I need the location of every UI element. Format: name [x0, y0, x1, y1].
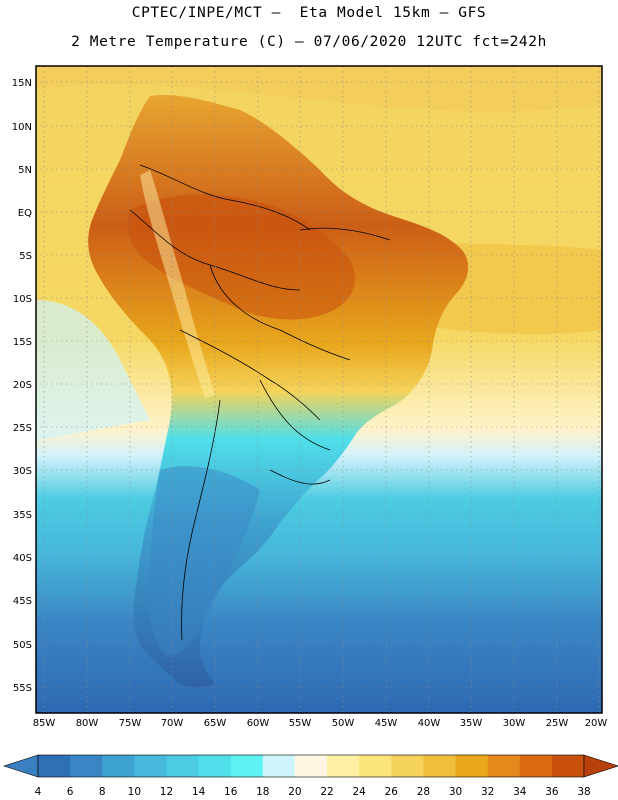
colorbar-swatch [359, 755, 392, 777]
map-title-line2: 2 Metre Temperature (C) – 07/06/2020 12U… [71, 34, 547, 50]
lat-label: 45S [13, 596, 32, 607]
colorbar-label: 14 [192, 786, 206, 798]
colorbar-label: 22 [320, 786, 333, 798]
colorbar-label: 4 [35, 786, 42, 798]
colorbar-swatch [70, 755, 103, 777]
lat-label: 10N [12, 122, 32, 133]
lat-label: 15N [12, 78, 32, 89]
colorbar-label: 8 [99, 786, 106, 798]
lon-label: 65W [204, 718, 227, 729]
colorbar-label: 18 [256, 786, 269, 798]
lon-label: 75W [119, 718, 142, 729]
colorbar-swatch [423, 755, 456, 777]
colorbar-swatch [230, 755, 264, 777]
lon-label: 85W [33, 718, 56, 729]
lat-label: 35S [13, 510, 32, 521]
lon-label: 80W [76, 718, 99, 729]
colorbar-label: 24 [352, 786, 366, 798]
colorbar-swatch [134, 755, 167, 777]
colorbar-below-arrow [3, 754, 39, 778]
lon-label: 25W [546, 718, 569, 729]
colorbar-swatch [487, 755, 521, 777]
colorbar-swatch [455, 755, 489, 777]
colorbar-label: 34 [513, 786, 527, 798]
colorbar-label: 38 [577, 786, 590, 798]
colorbar-swatch [327, 755, 360, 777]
colorbar-above-arrow [583, 754, 618, 778]
colorbar-swatch [198, 755, 232, 777]
lon-label: 35W [460, 718, 483, 729]
colorbar-swatch [551, 755, 585, 777]
lat-label: 30S [13, 466, 32, 477]
colorbar-label: 36 [545, 786, 559, 798]
lat-label: 20S [13, 380, 32, 391]
lon-label: 55W [289, 718, 312, 729]
lat-label: 55S [13, 683, 32, 694]
colorbar-label: 32 [481, 786, 494, 798]
colorbar-swatch [519, 755, 553, 777]
map-title-line1: CPTEC/INPE/MCT – Eta Model 15km – GFS [131, 5, 487, 21]
colorbar-label: 6 [67, 786, 74, 798]
longitude-axis: 85W 80W 75W 70W 65W 60W 55W 50W 45W 40W … [33, 718, 608, 729]
lon-label: 45W [375, 718, 398, 729]
colorbar-swatch [102, 755, 135, 777]
colorbar-label: 28 [417, 786, 430, 798]
lat-label: 25S [13, 423, 32, 434]
lon-label: 70W [161, 718, 184, 729]
lat-label: 5S [19, 251, 32, 262]
colorbar-label: 16 [224, 786, 238, 798]
lat-label: 50S [13, 640, 32, 651]
lat-label: 40S [13, 553, 32, 564]
lon-label: 20W [585, 718, 608, 729]
colorbar-label: 20 [288, 786, 301, 798]
colorbar-swatch [262, 755, 296, 777]
colorbar-label: 12 [160, 786, 173, 798]
colorbar-swatch [38, 755, 71, 777]
lat-label: 10S [13, 294, 32, 305]
colorbar-swatch [391, 755, 424, 777]
colorbar-label: 10 [128, 786, 141, 798]
colorbar: 4 6 8 10 12 14 16 18 20 22 24 26 28 30 32 34 36 38 [3, 754, 618, 798]
lat-label: EQ [18, 208, 32, 219]
temperature-field [36, 66, 602, 713]
colorbar-swatch [166, 755, 199, 777]
map-frame [35, 65, 603, 714]
latitude-axis: 15N 10N 5N EQ 5S 10S 15S 20S 25S 30S 35S… [12, 78, 32, 694]
colorbar-label: 26 [385, 786, 399, 798]
colorbar-swatch [294, 755, 328, 777]
lon-label: 50W [332, 718, 355, 729]
colorbar-label: 30 [449, 786, 462, 798]
lon-label: 60W [247, 718, 270, 729]
lat-label: 15S [13, 337, 32, 348]
lat-label: 5N [18, 165, 32, 176]
lon-label: 30W [503, 718, 526, 729]
lon-label: 40W [418, 718, 441, 729]
